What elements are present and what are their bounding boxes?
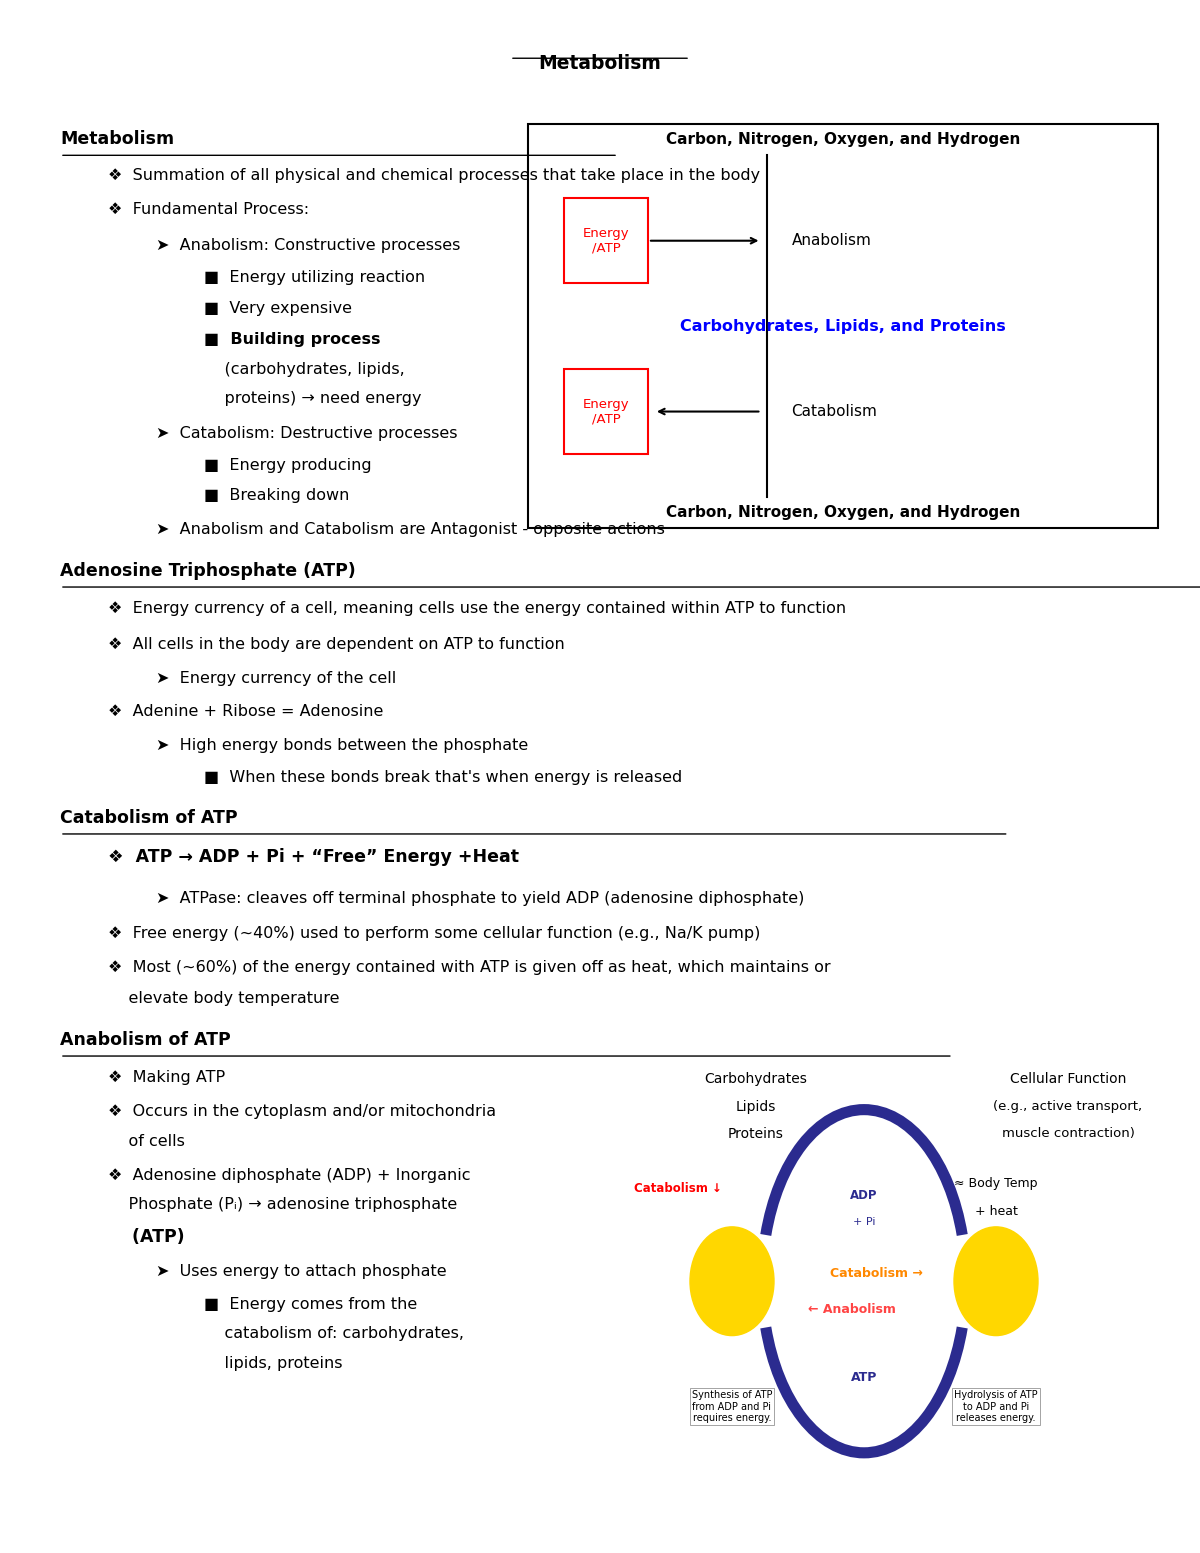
Text: Cellular Function: Cellular Function	[1010, 1072, 1126, 1086]
Bar	[564, 368, 648, 453]
Text: ADP: ADP	[851, 1190, 877, 1202]
Text: ❖  ATP → ADP + Pi + “Free” Energy +Heat: ❖ ATP → ADP + Pi + “Free” Energy +Heat	[108, 848, 520, 867]
Text: ❖  Free energy (~40%) used to perform some cellular function (e.g., Na/K pump): ❖ Free energy (~40%) used to perform som…	[108, 926, 761, 941]
Text: Hydrolysis of ATP
to ADP and Pi
releases energy.: Hydrolysis of ATP to ADP and Pi releases…	[954, 1390, 1038, 1423]
Text: (carbohydrates, lipids,: (carbohydrates, lipids,	[204, 362, 404, 377]
Text: Carbon, Nitrogen, Oxygen, and Hydrogen: Carbon, Nitrogen, Oxygen, and Hydrogen	[666, 505, 1020, 520]
Text: ← Anabolism: ← Anabolism	[808, 1303, 896, 1315]
Text: Lipids: Lipids	[736, 1100, 776, 1114]
Text: ■  Energy comes from the: ■ Energy comes from the	[204, 1297, 418, 1312]
Text: lipids, proteins: lipids, proteins	[204, 1356, 342, 1371]
Bar	[564, 197, 648, 283]
Text: ❖  Adenine + Ribose = Adenosine: ❖ Adenine + Ribose = Adenosine	[108, 704, 383, 719]
Text: Metabolism: Metabolism	[60, 130, 174, 149]
Text: ❖  Making ATP: ❖ Making ATP	[108, 1070, 226, 1086]
Text: (ATP): (ATP)	[108, 1228, 185, 1247]
Text: catabolism of: carbohydrates,: catabolism of: carbohydrates,	[204, 1326, 464, 1342]
Text: muscle contraction): muscle contraction)	[1002, 1127, 1134, 1140]
Text: Anabolism: Anabolism	[792, 233, 871, 248]
Text: ATP: ATP	[851, 1371, 877, 1384]
Text: ➤  ATPase: cleaves off terminal phosphate to yield ADP (adenosine diphosphate): ➤ ATPase: cleaves off terminal phosphate…	[156, 891, 804, 907]
Text: ➤  Energy currency of the cell: ➤ Energy currency of the cell	[156, 671, 396, 686]
Text: Synthesis of ATP
from ADP and Pi
requires energy.: Synthesis of ATP from ADP and Pi require…	[691, 1390, 773, 1423]
Text: proteins) → need energy: proteins) → need energy	[204, 391, 421, 407]
Text: ➤  Uses energy to attach phosphate: ➤ Uses energy to attach phosphate	[156, 1264, 446, 1280]
Text: elevate body temperature: elevate body temperature	[108, 991, 340, 1006]
Text: Energy: Energy	[712, 1277, 752, 1286]
Text: Catabolism →: Catabolism →	[829, 1267, 923, 1280]
Text: + Pi: + Pi	[853, 1218, 875, 1227]
Text: ■  When these bonds break that's when energy is released: ■ When these bonds break that's when ene…	[204, 770, 683, 786]
Text: Energy: Energy	[976, 1284, 1016, 1294]
Text: + heat: + heat	[974, 1205, 1018, 1218]
Text: ❖  Occurs in the cytoplasm and/or mitochondria: ❖ Occurs in the cytoplasm and/or mitocho…	[108, 1104, 496, 1120]
Text: Metabolism: Metabolism	[539, 54, 661, 73]
Text: ➤  High energy bonds between the phosphate: ➤ High energy bonds between the phosphat…	[156, 738, 528, 753]
Text: Adenosine Triphosphate (ATP): Adenosine Triphosphate (ATP)	[60, 562, 355, 581]
Text: ❖  Summation of all physical and chemical processes that take place in the body: ❖ Summation of all physical and chemical…	[108, 168, 760, 183]
Text: ➤  Anabolism: Constructive processes: ➤ Anabolism: Constructive processes	[156, 238, 461, 253]
Text: Catabolism ↓: Catabolism ↓	[634, 1182, 722, 1194]
Text: ■  Energy utilizing reaction: ■ Energy utilizing reaction	[204, 270, 425, 286]
Text: ❖  Adenosine diphosphate (ADP) + Inorganic: ❖ Adenosine diphosphate (ADP) + Inorgani…	[108, 1168, 470, 1183]
Text: Anabolism of ATP: Anabolism of ATP	[60, 1031, 230, 1050]
Text: ❖  Fundamental Process:: ❖ Fundamental Process:	[108, 202, 310, 217]
Text: ❖  All cells in the body are dependent on ATP to function: ❖ All cells in the body are dependent on…	[108, 637, 565, 652]
Text: Carbohydrates, Lipids, and Proteins: Carbohydrates, Lipids, and Proteins	[680, 318, 1006, 334]
Text: Catabolism: Catabolism	[792, 404, 877, 419]
Text: Proteins: Proteins	[728, 1127, 784, 1141]
Text: ■  Breaking down: ■ Breaking down	[204, 488, 349, 503]
Text: ❖  Energy currency of a cell, meaning cells use the energy contained within ATP : ❖ Energy currency of a cell, meaning cel…	[108, 601, 846, 617]
Text: of cells: of cells	[108, 1134, 185, 1149]
Text: ≈ Body Temp: ≈ Body Temp	[954, 1177, 1038, 1190]
Circle shape	[954, 1227, 1038, 1336]
Text: ■  Energy producing: ■ Energy producing	[204, 458, 372, 474]
Text: ➤  Catabolism: Destructive processes: ➤ Catabolism: Destructive processes	[156, 426, 457, 441]
Circle shape	[690, 1227, 774, 1336]
Text: Carbohydrates: Carbohydrates	[704, 1072, 808, 1086]
Text: ❖  Most (~60%) of the energy contained with ATP is given off as heat, which main: ❖ Most (~60%) of the energy contained wi…	[108, 960, 830, 975]
Text: Energy
/ATP: Energy /ATP	[583, 227, 629, 255]
Text: Energy
/ATP: Energy /ATP	[583, 398, 629, 426]
Text: Catabolism of ATP: Catabolism of ATP	[60, 809, 238, 828]
Text: ■  Very expensive: ■ Very expensive	[204, 301, 352, 317]
Text: Carbon, Nitrogen, Oxygen, and Hydrogen: Carbon, Nitrogen, Oxygen, and Hydrogen	[666, 132, 1020, 148]
Text: ➤  Anabolism and Catabolism are Antagonist - opposite actions: ➤ Anabolism and Catabolism are Antagonis…	[156, 522, 665, 537]
Text: Phosphate (Pᵢ) → adenosine triphosphate: Phosphate (Pᵢ) → adenosine triphosphate	[108, 1197, 457, 1213]
Text: ■  Building process: ■ Building process	[204, 332, 380, 348]
Text: (e.g., active transport,: (e.g., active transport,	[994, 1100, 1142, 1112]
